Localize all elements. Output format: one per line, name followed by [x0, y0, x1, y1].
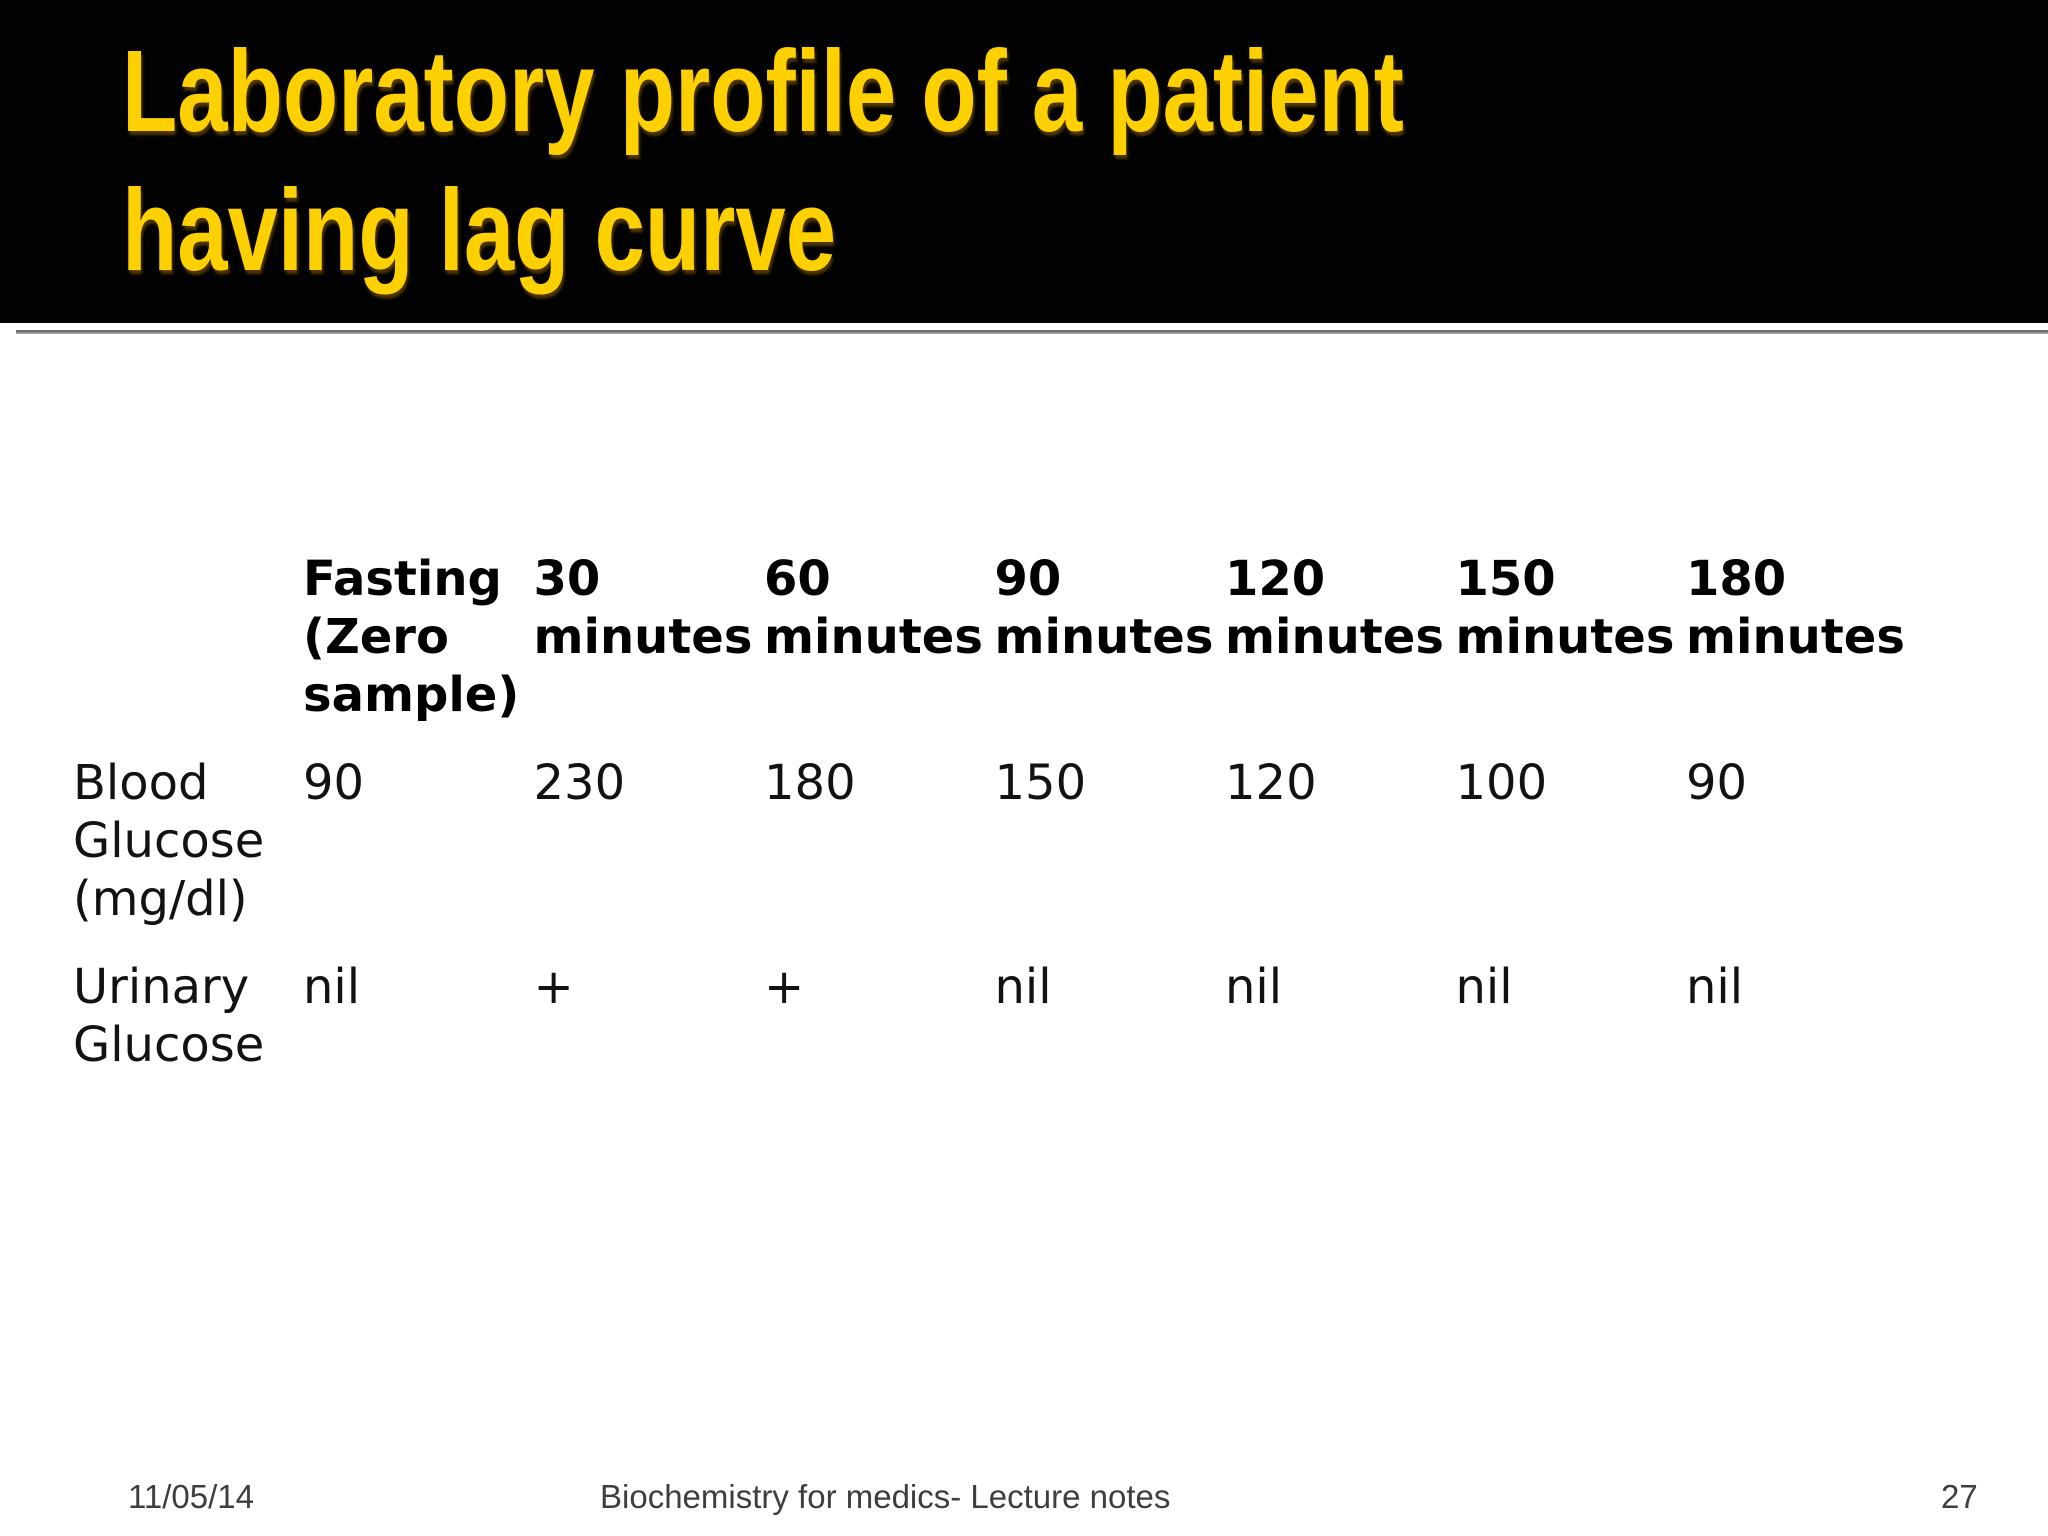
row-label-blood-glucose: Blood Glucose (mg/dl): [73, 755, 265, 927]
table-cell-urinary-glucose-180min: nil: [1686, 959, 1744, 1015]
table-cell-urinary-glucose-150min: nil: [1455, 959, 1513, 1015]
footer-page-number: 27: [1941, 1478, 1978, 1515]
column-header-120-minutes: 120 minutes: [1225, 551, 1444, 665]
column-header-30-minutes: 30 minutes: [533, 551, 753, 665]
table-cell-urinary-glucose-90min: nil: [994, 959, 1052, 1015]
table-cell-blood-glucose-90min: 150: [994, 755, 1087, 811]
table-cell-blood-glucose-fasting: 90: [303, 755, 365, 811]
column-header-90-minutes: 90 minutes: [994, 551, 1214, 665]
table-cell-urinary-glucose-fasting: nil: [303, 959, 361, 1015]
column-header-150-minutes: 150 minutes: [1455, 551, 1675, 665]
title-banner: Laboratory profile of a patient having l…: [0, 0, 2048, 323]
table-cell-blood-glucose-60min: 180: [764, 755, 856, 811]
slide-title-line-1: Laboratory profile of a patient: [122, 26, 1404, 156]
footer-course-name: Biochemistry for medics- Lecture notes: [600, 1478, 1171, 1515]
table-corner-cell: [73, 550, 303, 724]
header-divider: [16, 330, 2048, 334]
column-header-fasting: Fasting (Zero sample): [303, 551, 520, 723]
footer-date: 11/05/14: [128, 1478, 255, 1515]
table-cell-urinary-glucose-60min: +: [764, 959, 805, 1015]
row-label-urinary-glucose: Urinary Glucose: [73, 959, 265, 1073]
table-cell-blood-glucose-180min: 90: [1686, 755, 1748, 811]
column-header-60-minutes: 60 minutes: [764, 551, 983, 665]
column-header-180-minutes: 180 minutes: [1686, 551, 1905, 665]
slide-title: Laboratory profile of a patient having l…: [122, 22, 1404, 300]
table-cell-blood-glucose-150min: 100: [1455, 755, 1548, 811]
slide-title-line-2: having lag curve: [122, 165, 837, 295]
table-cell-blood-glucose-120min: 120: [1225, 755, 1317, 811]
table-cell-urinary-glucose-30min: +: [533, 959, 574, 1015]
lab-results-table: Fasting (Zero sample) 30 minutes 60 minu…: [73, 550, 1917, 1074]
table-cell-blood-glucose-30min: 230: [533, 755, 626, 811]
table-cell-urinary-glucose-120min: nil: [1225, 959, 1283, 1015]
